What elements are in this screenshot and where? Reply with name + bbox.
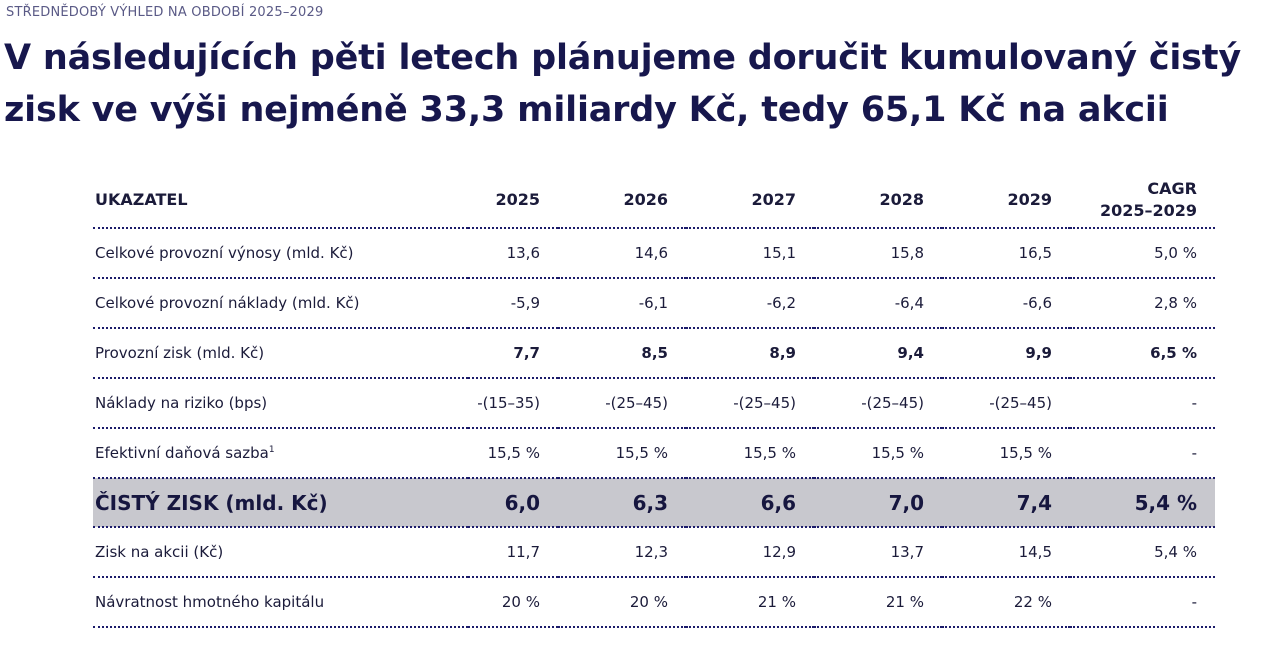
cell-2028: 9,4 [814,328,942,379]
table-row-effective-tax-rate: Efektivní daňová sazba1 15,5 % 15,5 % 15… [93,428,1215,479]
row-label: Návratnost hmotného kapitálu [93,577,468,628]
table-row-operating-profit: Provozní zisk (mld. Kč) 7,7 8,5 8,9 9,4 … [93,328,1215,379]
row-label: Efektivní daňová sazba1 [93,428,468,479]
column-header-cagr-line2: 2025–2029 [1099,200,1197,220]
cell-cagr: 5,4 % [1070,478,1215,528]
row-label: ČISTÝ ZISK (mld. Kč) [93,478,468,528]
table-row-rote: Návratnost hmotného kapitálu 20 % 20 % 2… [93,577,1215,628]
cell-2029: 7,4 [942,478,1070,528]
section-overline: STŘEDNĚDOBÝ VÝHLED NA OBDOBÍ 2025–2029 [6,5,324,20]
cell-2029: -(25–45) [942,378,1070,429]
cell-2026: 8,5 [558,328,686,379]
column-header-indicator: UKAZATEL [93,172,468,229]
cell-2026: -(25–45) [558,378,686,429]
cell-2029: 14,5 [942,527,1070,578]
row-label: Náklady na riziko (bps) [93,378,468,429]
cell-cagr: 6,5 % [1070,328,1215,379]
cell-2025: 7,7 [468,328,558,379]
cell-2026: 20 % [558,577,686,628]
cell-2029: 9,9 [942,328,1070,379]
cell-2028: 21 % [814,577,942,628]
table-row-operating-costs: Celkové provozní náklady (mld. Kč) -5,9 … [93,278,1215,329]
cell-2029: 16,5 [942,228,1070,279]
cell-2029: -6,6 [942,278,1070,329]
cell-2028: -(25–45) [814,378,942,429]
footnote-marker: 1 [268,445,275,455]
column-header-cagr: CAGR 2025–2029 [1070,172,1215,229]
cell-2027: 8,9 [686,328,814,379]
cell-2025: 13,6 [468,228,558,279]
table-row-eps: Zisk na akcii (Kč) 11,7 12,3 12,9 13,7 1… [93,527,1215,578]
cell-2025: 15,5 % [468,428,558,479]
cell-2028: 7,0 [814,478,942,528]
cell-2029: 22 % [942,577,1070,628]
cell-2027: 12,9 [686,527,814,578]
cell-2026: 6,3 [558,478,686,528]
cell-cagr: - [1070,428,1215,479]
table-row-cost-of-risk: Náklady na riziko (bps) -(15–35) -(25–45… [93,378,1215,429]
cell-2025: 11,7 [468,527,558,578]
cell-2026: 12,3 [558,527,686,578]
cell-2025: 20 % [468,577,558,628]
cell-2028: 15,5 % [814,428,942,479]
cell-cagr: 5,4 % [1070,527,1215,578]
cell-2028: 15,8 [814,228,942,279]
row-label: Celkové provozní náklady (mld. Kč) [93,278,468,329]
cell-2028: -6,4 [814,278,942,329]
cell-2025: -(15–35) [468,378,558,429]
row-label: Zisk na akcii (Kč) [93,527,468,578]
cell-2025: 6,0 [468,478,558,528]
cell-2026: 15,5 % [558,428,686,479]
cell-2028: 13,7 [814,527,942,578]
cell-cagr: 5,0 % [1070,228,1215,279]
column-header-2027: 2027 [686,172,814,229]
column-header-2025: 2025 [468,172,558,229]
cell-2027: -(25–45) [686,378,814,429]
cell-cagr: - [1070,378,1215,429]
row-label: Celkové provozní výnosy (mld. Kč) [93,228,468,279]
outlook-table-container: UKAZATEL 2025 2026 2027 2028 2029 CAGR 2… [93,172,1215,628]
cell-2027: 21 % [686,577,814,628]
cell-2027: 15,1 [686,228,814,279]
column-header-2026: 2026 [558,172,686,229]
table-row-net-profit: ČISTÝ ZISK (mld. Kč) 6,0 6,3 6,6 7,0 7,4… [93,478,1215,528]
cell-2025: -5,9 [468,278,558,329]
cell-2027: 15,5 % [686,428,814,479]
column-header-2029: 2029 [942,172,1070,229]
outlook-table: UKAZATEL 2025 2026 2027 2028 2029 CAGR 2… [93,172,1215,628]
cell-2027: 6,6 [686,478,814,528]
table-header-row: UKAZATEL 2025 2026 2027 2028 2029 CAGR 2… [93,172,1215,229]
row-label: Provozní zisk (mld. Kč) [93,328,468,379]
cell-2029: 15,5 % [942,428,1070,479]
page-headline: V následujících pěti letech plánujeme do… [4,38,1241,130]
cell-cagr: 2,8 % [1070,278,1215,329]
column-header-2028: 2028 [814,172,942,229]
table-row-operating-revenue: Celkové provozní výnosy (mld. Kč) 13,6 1… [93,228,1215,279]
cell-2026: -6,1 [558,278,686,329]
cell-2027: -6,2 [686,278,814,329]
cell-2026: 14,6 [558,228,686,279]
row-label-text: Efektivní daňová sazba [95,444,269,462]
cell-cagr: - [1070,577,1215,628]
column-header-cagr-line1: CAGR [1147,178,1197,198]
